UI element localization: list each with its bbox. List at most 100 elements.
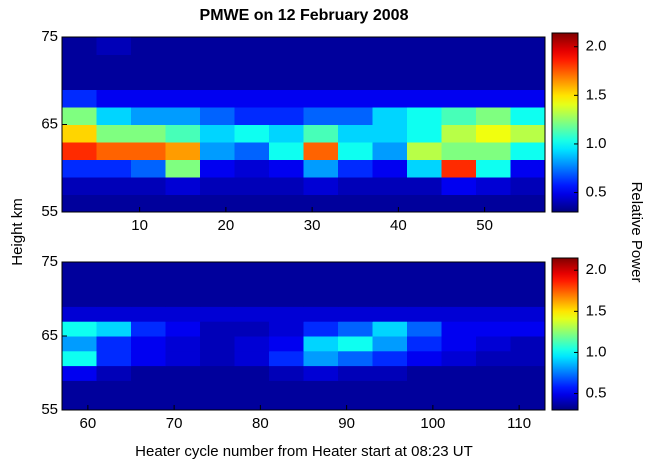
heat-cell	[62, 350, 97, 367]
heat-cell	[338, 159, 373, 178]
heat-cell	[441, 262, 477, 278]
heat-cell	[303, 194, 339, 213]
heat-cell	[269, 276, 304, 293]
heat-cell	[62, 177, 97, 195]
heat-cell	[441, 306, 477, 322]
heat-cell	[131, 89, 166, 108]
heat-cell	[441, 321, 477, 337]
heat-cell	[372, 107, 408, 125]
colorbar-tick-label: 1.0	[586, 343, 607, 360]
heat-cell	[165, 306, 201, 322]
heat-cell	[234, 380, 270, 396]
heat-cell	[372, 142, 408, 160]
heat-cell	[372, 262, 408, 278]
heat-cell	[131, 262, 166, 278]
heat-cell	[510, 37, 546, 55]
heat-cell	[131, 336, 166, 352]
heat-cell	[441, 124, 477, 143]
heat-cell	[234, 365, 270, 381]
heat-cell	[372, 291, 408, 307]
heat-cell	[269, 54, 304, 73]
heat-cell	[200, 350, 235, 367]
heat-cell	[407, 276, 442, 293]
heat-cell	[269, 306, 304, 322]
heat-cell	[303, 395, 339, 411]
heat-cell	[372, 306, 408, 322]
heat-cell	[165, 54, 201, 73]
heat-cell	[303, 336, 339, 352]
heat-cell	[234, 89, 270, 108]
heat-cell	[303, 365, 339, 381]
heat-cell	[476, 350, 511, 367]
heat-cell	[372, 177, 408, 195]
heat-cell	[131, 276, 166, 293]
heat-cell	[62, 262, 97, 278]
heat-cell	[407, 124, 442, 143]
x-axis-label: Heater cycle number from Heater start at…	[135, 443, 473, 460]
heat-cell	[303, 321, 339, 337]
heat-cell	[303, 107, 339, 125]
heat-cell	[200, 177, 235, 195]
heat-cell	[476, 72, 511, 90]
heat-cell	[62, 194, 97, 213]
heat-cell	[165, 89, 201, 108]
heat-cell	[338, 37, 373, 55]
heat-cell	[62, 107, 97, 125]
heat-cell	[234, 159, 270, 178]
heat-cell	[165, 395, 201, 411]
heat-cell	[303, 177, 339, 195]
heat-cell	[96, 107, 132, 125]
heat-cell	[372, 365, 408, 381]
heat-cell	[372, 89, 408, 108]
x-tick-label: 40	[390, 217, 407, 234]
heat-cell	[165, 107, 201, 125]
heat-cell	[96, 142, 132, 160]
heat-cell	[131, 194, 166, 213]
heat-cell	[200, 276, 235, 293]
y-axis-label: Height km	[9, 198, 26, 266]
heat-cell	[96, 380, 132, 396]
heat-cell	[234, 321, 270, 337]
heat-cell	[441, 291, 477, 307]
x-tick-label: 30	[304, 217, 321, 234]
heat-cell	[372, 336, 408, 352]
heat-cell	[338, 107, 373, 125]
heat-cell	[269, 262, 304, 278]
x-tick-label: 60	[80, 415, 97, 432]
heat-cell	[372, 194, 408, 213]
heat-cell	[510, 177, 546, 195]
heat-cell	[269, 37, 304, 55]
colorbar-tick-label: 0.5	[586, 184, 607, 201]
heat-cell	[62, 365, 97, 381]
heat-cell	[476, 89, 511, 108]
heat-cell	[510, 72, 546, 90]
heat-cell	[96, 306, 132, 322]
heat-cell	[269, 321, 304, 337]
colorbar-tick-label: 2.0	[586, 261, 607, 278]
heat-cell	[441, 159, 477, 178]
heat-cell	[96, 350, 132, 367]
x-tick-label: 80	[252, 415, 269, 432]
heat-cell	[441, 194, 477, 213]
heat-cell	[234, 276, 270, 293]
heat-cell	[476, 107, 511, 125]
heat-cell	[510, 350, 546, 367]
heat-cell	[476, 380, 511, 396]
heat-cell	[407, 107, 442, 125]
heat-cell	[407, 291, 442, 307]
heat-cell	[441, 365, 477, 381]
heat-cell	[510, 365, 546, 381]
heat-cell	[234, 142, 270, 160]
colorbar	[551, 257, 579, 411]
heat-cell	[510, 306, 546, 322]
heat-cell	[234, 194, 270, 213]
heat-cell	[476, 276, 511, 293]
heat-cell	[200, 37, 235, 55]
heat-cell	[269, 159, 304, 178]
heat-cell	[62, 380, 97, 396]
heat-cell	[96, 336, 132, 352]
heat-cell	[338, 142, 373, 160]
heat-cell	[510, 321, 546, 337]
heat-cell	[165, 124, 201, 143]
y-tick-label: 65	[41, 115, 58, 132]
